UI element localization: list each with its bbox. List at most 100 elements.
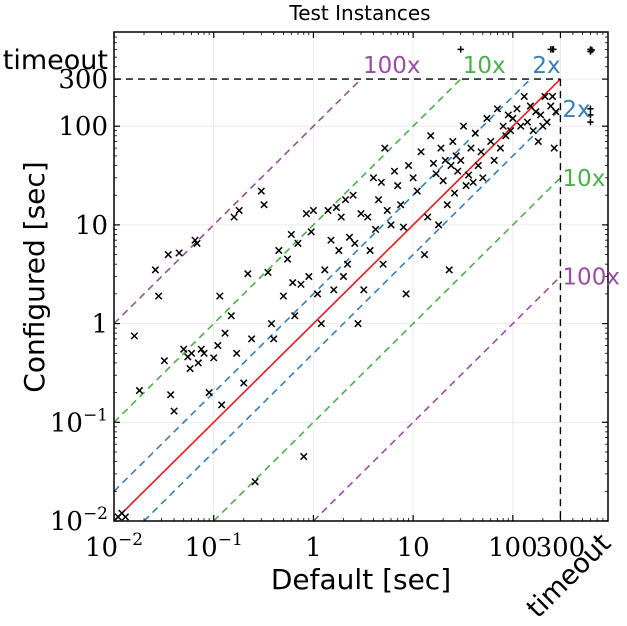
data-point <box>267 319 276 328</box>
ref-label-top-10x: 10x <box>463 53 506 79</box>
data-point <box>588 46 596 54</box>
data-point <box>349 191 357 199</box>
data-point <box>354 319 362 328</box>
data-point <box>534 137 543 146</box>
data-point <box>536 111 545 119</box>
data-point <box>423 213 432 221</box>
data-point <box>232 349 241 358</box>
data-point <box>445 266 453 274</box>
data-point <box>529 126 537 135</box>
data-point <box>404 161 413 170</box>
data-point <box>216 292 224 300</box>
ref-label-right-100x: 100x <box>562 265 620 291</box>
data-point <box>341 195 350 204</box>
data-point <box>587 118 594 126</box>
data-point <box>541 92 549 101</box>
data-point <box>543 118 551 126</box>
x-tick-label: 1 <box>305 533 322 563</box>
data-point <box>523 118 532 126</box>
data-point <box>287 230 296 239</box>
data-point <box>257 187 266 195</box>
data-point <box>360 286 368 294</box>
data-point <box>432 169 440 178</box>
data-point <box>434 221 443 229</box>
data-point <box>307 228 315 236</box>
data-point <box>504 111 513 119</box>
x-tick-label: 10 <box>397 533 430 563</box>
data-point <box>369 174 378 182</box>
data-point <box>121 513 130 521</box>
data-point <box>317 319 326 328</box>
data-point <box>154 292 163 300</box>
data-point <box>550 46 557 53</box>
data-point <box>479 174 487 182</box>
data-point <box>437 144 445 152</box>
data-point <box>447 161 455 170</box>
data-point <box>420 250 429 259</box>
data-point <box>513 105 521 113</box>
data-point <box>135 386 144 395</box>
data-point <box>471 129 480 137</box>
data-point <box>288 278 297 287</box>
reference-lines <box>113 78 561 522</box>
data-point <box>339 272 348 281</box>
data-point <box>459 122 468 130</box>
y-axis-label: Configured [sec] <box>18 161 51 392</box>
data-point <box>474 161 483 170</box>
ref-label-right-10x: 10x <box>562 166 605 192</box>
data-point <box>441 156 449 165</box>
data-point <box>193 239 201 248</box>
data-point <box>413 187 421 195</box>
data-point <box>321 266 329 274</box>
data-point <box>587 111 594 119</box>
data-point <box>587 105 594 113</box>
data-point <box>402 290 410 298</box>
data-point <box>409 174 417 182</box>
data-point <box>251 477 259 486</box>
data-point <box>221 329 229 337</box>
data-point <box>429 159 438 168</box>
data-point <box>520 92 528 101</box>
data-point <box>496 144 505 152</box>
data-point <box>396 201 405 209</box>
y-tick-label: 10 <box>75 211 108 241</box>
data-point <box>305 272 313 281</box>
y-tick-label: 10−2 <box>50 504 108 537</box>
data-point <box>235 206 243 215</box>
data-point <box>239 379 248 387</box>
data-point <box>264 268 272 277</box>
data-point <box>457 46 464 53</box>
data-point <box>291 312 299 320</box>
diagonal-line <box>113 78 561 522</box>
data-point <box>194 359 202 367</box>
data-point <box>477 148 485 156</box>
data-point <box>197 345 205 353</box>
data-point <box>313 290 322 298</box>
data-point <box>357 209 365 218</box>
data-point <box>363 213 372 221</box>
data-point <box>294 239 302 248</box>
data-point <box>439 177 447 185</box>
data-point <box>450 189 459 197</box>
data-point <box>330 286 338 294</box>
data-point <box>227 312 236 320</box>
data-point <box>230 213 238 221</box>
ref-label-right-2x: 2x <box>562 97 590 123</box>
x-tick-label: 10−2 <box>85 530 143 563</box>
data-point <box>335 246 343 255</box>
data-point <box>151 266 160 274</box>
data-point <box>160 357 169 365</box>
data-point <box>166 391 175 399</box>
data-point <box>302 209 311 218</box>
data-point <box>332 203 341 212</box>
data-point <box>548 92 557 101</box>
data-point <box>260 201 268 209</box>
data-point <box>297 280 305 289</box>
data-point <box>506 126 515 135</box>
data-point <box>443 201 452 209</box>
data-point <box>464 171 473 179</box>
data-point <box>532 108 540 116</box>
chart-title: Test Instances <box>288 1 430 25</box>
data-point <box>366 246 374 255</box>
data-point <box>200 349 208 358</box>
